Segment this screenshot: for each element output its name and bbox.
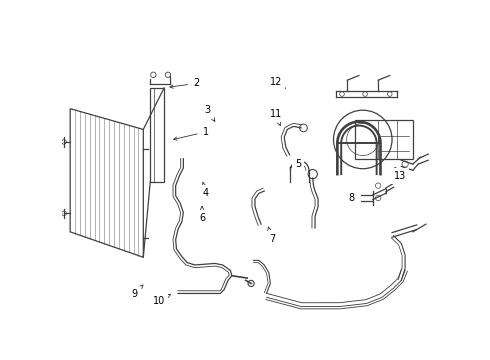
Text: 4: 4 xyxy=(202,182,209,198)
Text: 5: 5 xyxy=(290,159,301,169)
Text: 11: 11 xyxy=(270,109,282,126)
Text: 3: 3 xyxy=(205,105,215,121)
Text: 10: 10 xyxy=(152,294,171,306)
Text: 6: 6 xyxy=(199,206,205,223)
Text: 9: 9 xyxy=(131,285,143,299)
Text: 7: 7 xyxy=(268,227,275,244)
Bar xyxy=(355,120,413,159)
Text: 2: 2 xyxy=(170,78,199,89)
Text: 1: 1 xyxy=(173,127,209,140)
Text: 8: 8 xyxy=(348,193,354,203)
Bar xyxy=(150,88,164,182)
Text: 13: 13 xyxy=(394,167,406,181)
Text: 12: 12 xyxy=(270,77,286,89)
